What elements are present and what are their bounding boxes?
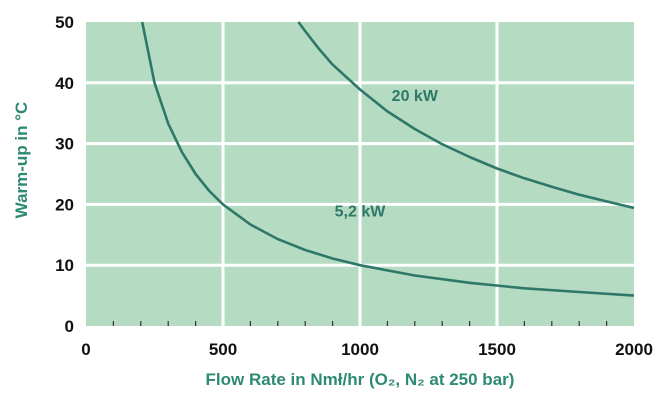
x-axis-title: Flow Rate in Nmł/hr (O₂, N₂ at 250 bar) bbox=[206, 370, 515, 389]
minor-x-ticks bbox=[112, 321, 608, 326]
x-tick-label: 500 bbox=[209, 340, 237, 359]
x-tick-label: 1000 bbox=[341, 340, 379, 359]
y-axis-title: Warm-up in °C bbox=[12, 102, 31, 219]
series-label-1: 5,2 kW bbox=[335, 204, 387, 221]
curves bbox=[140, 21, 635, 297]
x-tick-label: 1500 bbox=[478, 340, 516, 359]
y-tick-labels: 0 10 20 30 40 50 bbox=[55, 13, 74, 336]
x-tick-label: 0 bbox=[81, 340, 90, 359]
series-labels: 5,2 kW 20 kW bbox=[335, 88, 439, 221]
series-line-2 bbox=[297, 21, 635, 210]
y-tick-label: 40 bbox=[55, 74, 74, 93]
y-tick-label: 30 bbox=[55, 135, 74, 154]
y-tick-label: 10 bbox=[55, 256, 74, 275]
series-line-1 bbox=[140, 21, 635, 297]
y-tick-label: 50 bbox=[55, 13, 74, 32]
x-tick-label: 2000 bbox=[615, 340, 653, 359]
x-tick-labels: 0 500 1000 1500 2000 bbox=[81, 340, 653, 359]
y-tick-label: 0 bbox=[65, 317, 74, 336]
y-tick-label: 20 bbox=[55, 195, 74, 214]
series-label-2: 20 kW bbox=[392, 88, 439, 105]
